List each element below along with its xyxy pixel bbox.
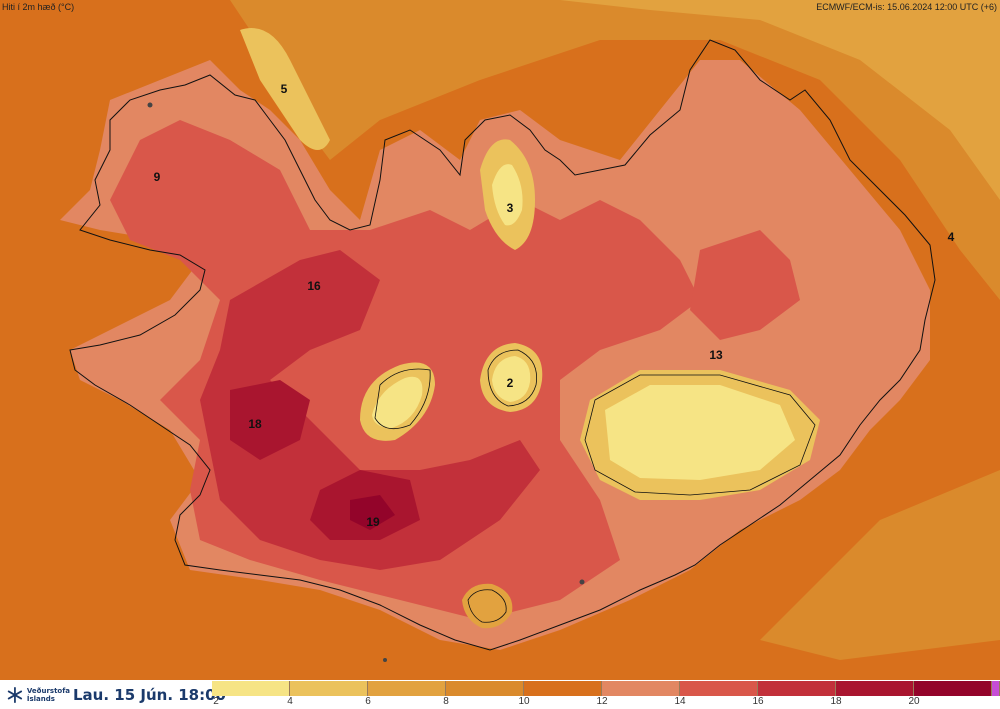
temperature-value-label: 19 (366, 515, 380, 529)
station-marker (147, 102, 153, 108)
vedurstofa-logo: Veðurstofa Íslands (6, 684, 70, 706)
west-16-18 (230, 380, 310, 460)
legend-tick-label: 4 (287, 696, 293, 707)
north-cold-patch (240, 28, 330, 150)
legend-tick-label: 2 (213, 696, 219, 707)
station-marker (383, 658, 387, 662)
legend-color-segment (914, 681, 992, 696)
logo-line-2: Íslands (26, 695, 55, 703)
logo-snowflake-icon (7, 686, 23, 704)
glacier-outline-langjokull (374, 368, 431, 430)
glacier-outline-vatnajokull (584, 374, 816, 496)
temperature-value-label: 4 (947, 230, 955, 244)
legend-tick-label: 16 (752, 696, 764, 707)
legend-color-segment (368, 681, 446, 696)
temperature-value-label: 2 (506, 376, 514, 390)
legend-color-segment (992, 681, 1000, 696)
langjokull-inner (372, 376, 423, 428)
legend-tick-label: 8 (443, 696, 449, 707)
legend-tick-label: 18 (830, 696, 842, 707)
legend-tick-label: 14 (674, 696, 686, 707)
temperature-value-label: 9 (153, 170, 161, 184)
sea-southeast-band (760, 470, 1000, 660)
legend-tick-label: 20 (908, 696, 920, 707)
legend-tick-label: 10 (518, 696, 530, 707)
sea-cool-band (230, 0, 1000, 300)
glacier-outline-myrdalsjokull (467, 589, 507, 623)
legend-color-segment (524, 681, 602, 696)
land-14-16 (200, 250, 540, 570)
temperature-value-label: 13 (709, 348, 723, 362)
legend-tick-label: 12 (596, 696, 608, 707)
temperature-map: Hiti í 2m hæð (°C) ECMWF/ECM-is: 15.06.2… (2, 0, 1000, 662)
east-12-14 (690, 230, 800, 340)
legend-color-segment (758, 681, 836, 696)
iceland-temperature-field (60, 0, 1000, 662)
legend-color-segment (680, 681, 758, 696)
temperature-value-label: 5 (280, 82, 288, 96)
glacier-outline-hofsjokull (487, 349, 537, 407)
sea-coolest-band (560, 0, 1000, 200)
legend-color-segment (602, 681, 680, 696)
map-title: Hiti í 2m hæð (°C) (2, 2, 75, 12)
temperature-value-label: 18 (248, 417, 262, 431)
legend-color-segment (290, 681, 368, 696)
temperature-value-label: 3 (506, 201, 514, 215)
legend-color-segment (446, 681, 524, 696)
logo-text: Veðurstofa Íslands (27, 687, 70, 703)
legend-tick-label: 6 (365, 696, 371, 707)
coastline (69, 39, 936, 651)
logo-line-1: Veðurstofa (26, 687, 70, 695)
trollaskagi-inner (492, 164, 523, 226)
hofsjokull-inner (492, 356, 531, 402)
legend-color-segment (212, 681, 290, 696)
footer-bar: Veðurstofa Íslands Lau. 15 Jún. 18:00 2 4… (0, 680, 1000, 709)
legend-color-segment (836, 681, 914, 696)
model-run-info: ECMWF/ECM-is: 15.06.2024 12:00 UTC (+6) (816, 2, 997, 12)
vatnajokull-inner (605, 385, 795, 480)
forecast-time-label: Lau. 15 Jún. 18:00 (73, 686, 226, 704)
south-18-20 (350, 495, 395, 530)
color-legend: 2 4 6 8 10 12 14 16 18 20 (212, 680, 1000, 709)
station-marker (579, 579, 585, 585)
temperature-value-label: 16 (307, 279, 321, 293)
